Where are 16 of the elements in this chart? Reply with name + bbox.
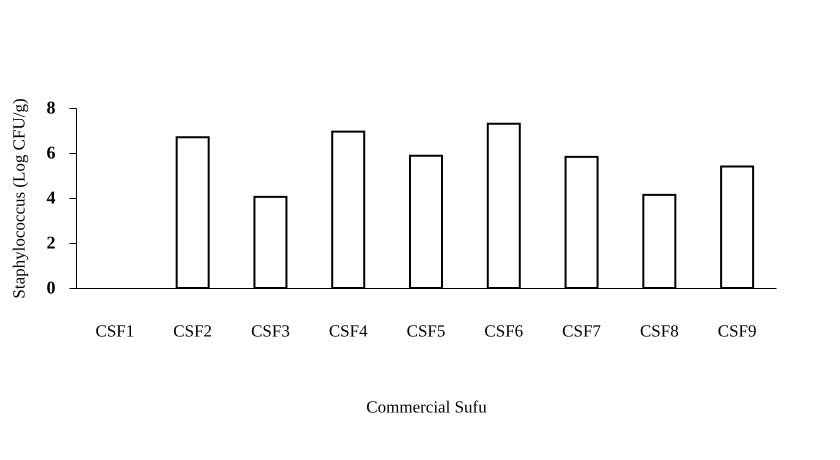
y-tick-label: 2 bbox=[46, 232, 56, 252]
x-axis-title: Commercial Sufu bbox=[366, 398, 488, 416]
x-tick-label: CSF5 bbox=[406, 322, 446, 340]
x-tick-label: CSF3 bbox=[251, 322, 290, 340]
x-tick-label: CSF9 bbox=[718, 322, 756, 340]
x-tick-label: CSF1 bbox=[96, 322, 134, 340]
y-tick-label: 0 bbox=[46, 278, 56, 298]
y-tick-label: 8 bbox=[46, 98, 56, 118]
y-tick-label: 6 bbox=[46, 142, 56, 162]
x-tick-label: CSF7 bbox=[562, 322, 602, 340]
y-axis-title: Staphylococcus (Log CFU/g) bbox=[10, 98, 28, 299]
x-tick-label: CSF6 bbox=[484, 322, 524, 340]
y-tick-label: 4 bbox=[46, 188, 56, 208]
x-tick-label: CSF2 bbox=[173, 322, 212, 340]
x-tick-label: CSF8 bbox=[640, 322, 679, 340]
x-tick-label: CSF4 bbox=[328, 322, 368, 340]
